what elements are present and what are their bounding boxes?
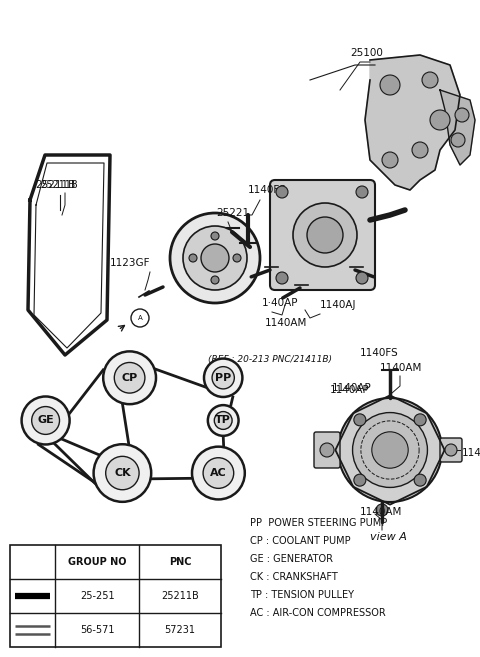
Text: CK: CK	[114, 468, 131, 478]
Text: TP : TENSION PULLEY: TP : TENSION PULLEY	[250, 590, 354, 600]
Circle shape	[201, 244, 229, 272]
Circle shape	[233, 254, 241, 262]
Text: 1140AJ: 1140AJ	[320, 300, 357, 310]
Circle shape	[189, 254, 197, 262]
Text: 25100: 25100	[350, 48, 383, 58]
Circle shape	[214, 411, 232, 430]
Text: 1140AP: 1140AP	[330, 385, 370, 395]
Text: PP  POWER STEERING PUMP: PP POWER STEERING PUMP	[250, 518, 387, 528]
Text: CK : CRANKSHAFT: CK : CRANKSHAFT	[250, 572, 338, 582]
Circle shape	[445, 444, 457, 456]
Text: 1140AJ: 1140AJ	[462, 448, 480, 458]
Circle shape	[94, 444, 151, 502]
Circle shape	[183, 226, 247, 290]
Text: 56-571: 56-571	[80, 625, 114, 635]
Circle shape	[192, 447, 245, 499]
FancyBboxPatch shape	[440, 438, 462, 462]
Text: TP: TP	[215, 415, 231, 426]
Circle shape	[307, 217, 343, 253]
Text: 1140AM: 1140AM	[380, 363, 422, 373]
Circle shape	[276, 186, 288, 198]
Text: 1·40AP: 1·40AP	[262, 298, 299, 308]
Text: 1140AM: 1140AM	[360, 507, 402, 517]
Circle shape	[338, 398, 442, 502]
Circle shape	[451, 133, 465, 147]
Circle shape	[131, 309, 149, 327]
Circle shape	[211, 276, 219, 284]
Text: AC: AC	[210, 468, 227, 478]
Text: 25221: 25221	[216, 208, 249, 218]
Text: CP: CP	[121, 373, 138, 383]
Circle shape	[211, 232, 219, 240]
Text: 1140AP: 1140AP	[332, 383, 372, 393]
Circle shape	[354, 414, 366, 426]
Circle shape	[376, 504, 388, 516]
Text: 57231: 57231	[165, 625, 195, 635]
Circle shape	[414, 474, 426, 486]
Text: AC : AIR-CON COMPRESSOR: AC : AIR-CON COMPRESSOR	[250, 608, 386, 618]
Text: GROUP NO: GROUP NO	[68, 556, 126, 566]
Polygon shape	[440, 90, 475, 165]
Circle shape	[208, 405, 239, 436]
Circle shape	[356, 186, 368, 198]
Circle shape	[106, 457, 139, 489]
Text: A: A	[138, 315, 143, 321]
Text: 25-251: 25-251	[80, 591, 115, 600]
Circle shape	[114, 363, 145, 393]
Text: 1140AM: 1140AM	[265, 318, 307, 328]
Circle shape	[372, 432, 408, 468]
Circle shape	[276, 272, 288, 284]
Text: 1140FS: 1140FS	[248, 185, 287, 195]
Circle shape	[382, 152, 398, 168]
Polygon shape	[365, 55, 460, 190]
Text: 25211B: 25211B	[161, 591, 199, 600]
Circle shape	[455, 108, 469, 122]
Circle shape	[293, 203, 357, 267]
Text: (REF : 20-213 PNC/21411B): (REF : 20-213 PNC/21411B)	[208, 355, 332, 364]
Text: view A: view A	[370, 532, 407, 542]
Circle shape	[354, 474, 366, 486]
Circle shape	[103, 351, 156, 404]
Bar	[10, 545, 221, 647]
Text: CP : COOLANT PUMP: CP : COOLANT PUMP	[250, 536, 350, 546]
Text: GE : GENERATOR: GE : GENERATOR	[250, 554, 333, 564]
Circle shape	[203, 458, 234, 488]
FancyBboxPatch shape	[314, 432, 340, 468]
Circle shape	[32, 407, 60, 434]
Circle shape	[356, 272, 368, 284]
Circle shape	[320, 443, 334, 457]
FancyBboxPatch shape	[270, 180, 375, 290]
Circle shape	[380, 75, 400, 95]
Circle shape	[412, 142, 428, 158]
Circle shape	[204, 359, 242, 397]
Circle shape	[170, 213, 260, 303]
Text: PP: PP	[215, 373, 231, 383]
Text: PNC: PNC	[169, 556, 191, 566]
Circle shape	[414, 414, 426, 426]
Text: 25211B: 25211B	[40, 180, 78, 190]
Circle shape	[212, 367, 234, 389]
Text: 1140FS: 1140FS	[360, 348, 399, 358]
Circle shape	[422, 72, 438, 88]
Text: 25211B: 25211B	[35, 180, 75, 190]
Polygon shape	[336, 396, 444, 505]
Text: GE: GE	[37, 415, 54, 426]
Circle shape	[352, 413, 427, 487]
Circle shape	[430, 110, 450, 130]
Circle shape	[22, 396, 70, 445]
Text: 1123GF: 1123GF	[110, 258, 151, 268]
